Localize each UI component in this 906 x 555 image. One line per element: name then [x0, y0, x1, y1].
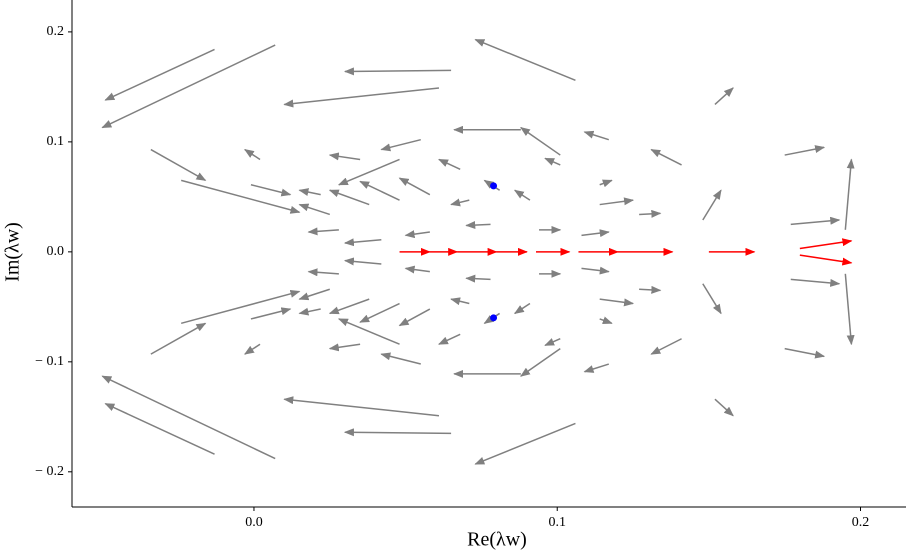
arrow [404, 230, 430, 239]
y-tick-label: 0.1 [47, 134, 65, 149]
arrow [650, 148, 682, 166]
arrow [520, 126, 561, 156]
arrow [513, 189, 531, 201]
arrow [784, 145, 826, 156]
arrow [307, 268, 339, 277]
arrow [337, 318, 400, 345]
arrow [328, 152, 361, 161]
arrow [714, 398, 734, 417]
arrow [104, 402, 215, 455]
arrow [844, 158, 855, 230]
arrow [359, 302, 400, 323]
arrow [583, 130, 610, 141]
arrow [150, 148, 207, 182]
y-tick-label: − 0.2 [35, 464, 64, 479]
arrow [328, 298, 370, 315]
arrow [639, 285, 662, 294]
arrow [328, 189, 370, 206]
arrow [790, 216, 841, 226]
arrow [150, 322, 207, 355]
arrow [298, 307, 321, 316]
arrow [359, 180, 400, 201]
y-axis-title: Im(λw) [2, 222, 24, 282]
arrow [343, 257, 382, 266]
arrow [465, 221, 491, 230]
arrow [298, 188, 321, 197]
arrow [599, 179, 613, 188]
arrow [404, 265, 430, 274]
x-tick-label: 0.0 [245, 515, 263, 530]
y-tick-label: − 0.1 [35, 354, 64, 369]
y-tick-label: 0.0 [47, 244, 65, 259]
arrow [328, 343, 361, 352]
arrow [599, 298, 635, 307]
y-tick-label: 0.2 [47, 24, 65, 39]
arrow [465, 274, 491, 283]
arrow [101, 375, 276, 460]
x-tick-label: 0.1 [548, 515, 566, 530]
arrow [244, 343, 261, 355]
arrow [438, 333, 461, 345]
arrow [307, 227, 339, 236]
arrow [450, 198, 470, 207]
arrow [250, 307, 292, 320]
arrow [343, 428, 452, 437]
arrow [702, 283, 722, 315]
arrow [599, 197, 635, 206]
arrow [639, 209, 662, 218]
arrow [398, 177, 431, 196]
arrow [702, 189, 722, 221]
arrow [513, 302, 531, 315]
arrow [104, 48, 215, 101]
arrow [784, 347, 826, 359]
arrow [380, 352, 421, 365]
arrow [581, 229, 610, 238]
arrow [844, 273, 855, 346]
arrow [799, 254, 853, 266]
arrow [398, 308, 431, 327]
arrow [790, 278, 841, 287]
arrow [544, 157, 561, 166]
arrow [244, 148, 261, 161]
x-tick-label: 0.2 [852, 515, 870, 530]
arrow [544, 338, 561, 347]
arrow [599, 316, 613, 325]
arrow [283, 87, 440, 108]
arrow [283, 396, 440, 417]
arrow [180, 289, 301, 325]
arrow [474, 38, 576, 81]
arrow [583, 363, 610, 373]
arrow [180, 179, 301, 214]
arrow [250, 184, 292, 197]
arrow [438, 158, 461, 171]
arrow [337, 158, 400, 186]
arrow [450, 297, 470, 306]
arrow [520, 348, 561, 377]
arrow [298, 288, 331, 301]
arrow [380, 138, 421, 152]
arrow [799, 238, 853, 250]
arrow [581, 266, 610, 275]
point [490, 314, 498, 322]
arrow [474, 422, 576, 465]
arrow [343, 238, 382, 247]
arrow [298, 203, 331, 216]
point [490, 182, 498, 190]
arrow [343, 67, 452, 76]
x-axis-title: Re(λw) [467, 529, 527, 551]
arrow [101, 44, 276, 129]
arrow [650, 338, 682, 355]
arrow [714, 87, 734, 106]
